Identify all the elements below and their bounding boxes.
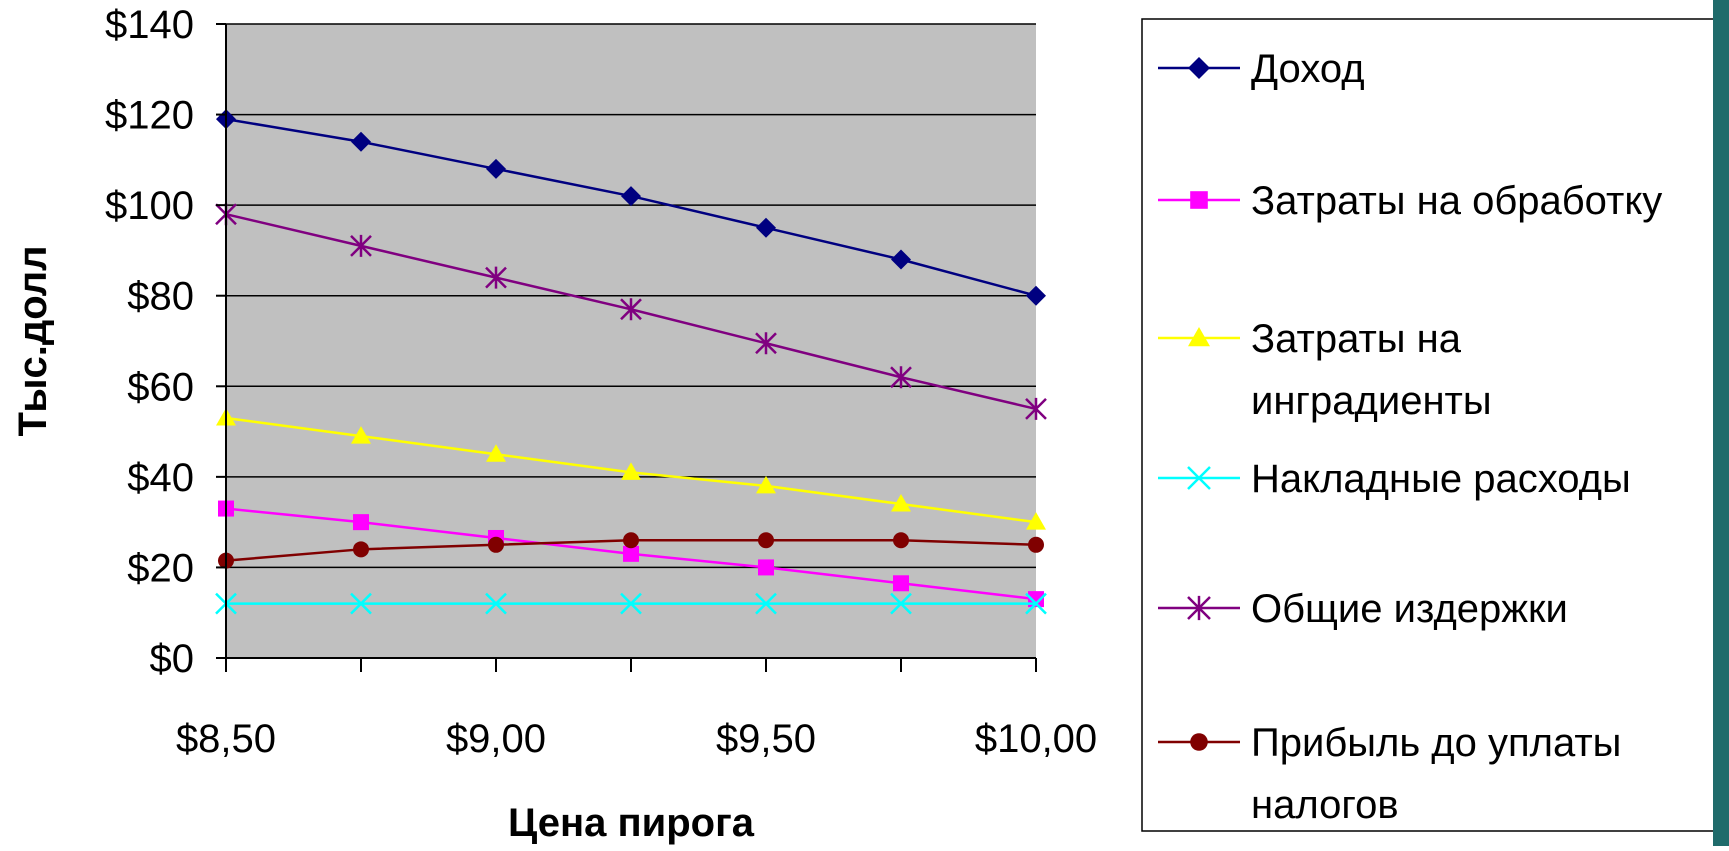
data-point <box>621 462 641 480</box>
series-1 <box>216 109 1046 306</box>
data-point <box>758 532 774 549</box>
data-point <box>353 514 369 531</box>
x-tick-label: $9,00 <box>446 717 546 761</box>
data-point <box>891 249 911 270</box>
data-point <box>623 532 639 549</box>
data-point <box>1190 191 1208 209</box>
data-point <box>620 298 642 321</box>
data-point <box>621 186 641 207</box>
y-tick-label: $0 <box>150 637 195 681</box>
data-point <box>1187 595 1211 621</box>
legend-item: Затраты на инградиенты <box>1158 317 1492 423</box>
legend-item: Затраты на обработку <box>1158 179 1662 223</box>
data-point <box>353 541 369 558</box>
data-point <box>1028 536 1044 553</box>
data-point <box>1026 285 1046 306</box>
legend-item: Накладные расходы <box>1158 457 1631 501</box>
series-3 <box>216 407 1046 530</box>
x-tick-label: $10,00 <box>975 717 1097 761</box>
data-point <box>758 559 774 576</box>
data-point <box>1026 512 1046 530</box>
y-tick-label: $80 <box>127 275 194 319</box>
legend-item: Общие издержки <box>1158 587 1568 631</box>
data-point <box>755 332 777 355</box>
legend: Доход Затраты на обработку Затраты на ингра… <box>1158 47 1662 827</box>
data-point <box>623 545 639 562</box>
data-point <box>891 494 911 512</box>
legend-label: Затраты на обработку <box>1251 179 1662 223</box>
y-tick-label: $40 <box>127 456 194 500</box>
legend-box <box>1141 18 1729 832</box>
data-point <box>350 592 372 615</box>
legend-label: Прибыль до уплаты налогов <box>1251 721 1621 827</box>
slide-edge-decoration <box>1713 0 1729 846</box>
series-6 <box>218 532 1044 569</box>
data-point <box>755 592 777 615</box>
y-axis-title: Тыс.долл <box>11 245 55 436</box>
data-point <box>1025 397 1047 420</box>
data-point <box>350 234 372 257</box>
data-point <box>486 444 506 462</box>
y-tick-label: $140 <box>105 3 194 47</box>
y-tick-label: $60 <box>127 365 194 409</box>
data-point <box>893 532 909 549</box>
data-point <box>1025 592 1047 615</box>
data-point <box>1188 327 1210 347</box>
data-point <box>756 475 776 494</box>
data-point <box>756 217 776 238</box>
legend-item: Прибыль до уплаты налогов <box>1158 721 1621 827</box>
legend-item: Доход <box>1158 47 1365 91</box>
x-tick-label: $9,50 <box>716 717 816 761</box>
x-tick-label: $8,50 <box>176 717 276 761</box>
data-point <box>485 266 507 289</box>
y-tick-label: $100 <box>105 184 194 228</box>
tick-labels: $0 $20 $40 $60 $80 $100 $120 $140 $8,50 $9,00 $9,5… <box>105 3 1097 761</box>
legend-label: Накладные расходы <box>1251 457 1631 501</box>
data-point <box>1187 466 1211 490</box>
data-point <box>893 575 909 592</box>
legend-label: Доход <box>1251 47 1365 91</box>
x-axis-title: Цена пирога <box>508 801 755 845</box>
data-point <box>620 592 642 615</box>
data-point <box>1190 733 1208 751</box>
legend-label: Общие издержки <box>1251 587 1568 631</box>
data-point <box>1188 57 1210 79</box>
data-point <box>488 536 504 553</box>
y-tick-label: $20 <box>127 546 194 590</box>
data-point <box>351 426 371 444</box>
data-point <box>890 366 912 389</box>
plot-area <box>226 24 1036 658</box>
y-tick-label: $120 <box>105 94 194 138</box>
data-point <box>351 131 371 152</box>
data-point <box>486 158 506 179</box>
data-point <box>485 592 507 615</box>
data-point <box>890 592 912 615</box>
legend-label: Затраты на инградиенты <box>1251 317 1492 423</box>
series-lines <box>215 109 1047 615</box>
